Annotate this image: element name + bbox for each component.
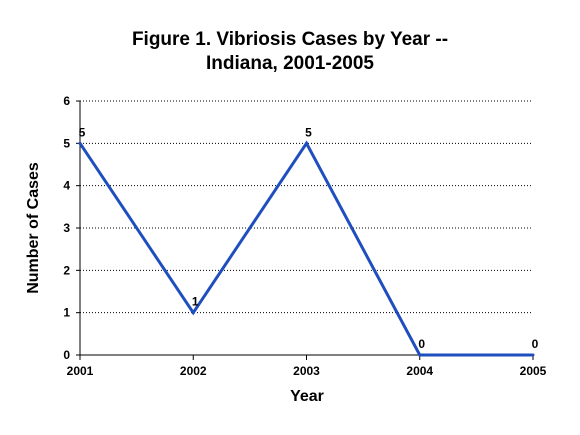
series-line bbox=[78, 140, 533, 357]
y-tick-label: 5 bbox=[63, 136, 70, 150]
x-tick-label: 2003 bbox=[293, 364, 320, 378]
data-labels: 5 1 5 0 0 bbox=[79, 125, 539, 351]
series-cases bbox=[78, 140, 535, 357]
data-point bbox=[418, 353, 422, 357]
data-label: 5 bbox=[79, 125, 86, 139]
data-point bbox=[78, 141, 82, 145]
data-label: 1 bbox=[192, 295, 199, 309]
x-tick-label: 2002 bbox=[180, 364, 207, 378]
y-axis-label: Number of Cases bbox=[25, 162, 42, 294]
x-tick-label: 2001 bbox=[67, 364, 94, 378]
x-tick-label: 2004 bbox=[406, 364, 433, 378]
y-tick-label: 2 bbox=[63, 263, 70, 277]
axes bbox=[76, 100, 534, 360]
y-tick-label: 4 bbox=[63, 179, 70, 193]
data-label: 0 bbox=[418, 337, 425, 351]
y-tick-label: 0 bbox=[63, 348, 70, 362]
data-point bbox=[191, 311, 195, 315]
data-point bbox=[305, 141, 308, 145]
y-tick-label: 6 bbox=[63, 94, 70, 108]
data-label: 5 bbox=[305, 125, 312, 139]
chart-title-line-1: Figure 1. Vibriosis Cases by Year -- bbox=[131, 29, 449, 50]
x-axis-label: Year bbox=[290, 388, 324, 405]
x-tick-label: 2005 bbox=[520, 364, 547, 378]
x-tick-labels: 2001 2002 2003 2004 2005 bbox=[67, 364, 547, 378]
chart-title: Figure 1. Vibriosis Cases by Year -- Ind… bbox=[0, 28, 580, 76]
gridlines bbox=[80, 100, 533, 314]
data-point bbox=[531, 353, 535, 357]
chart-title-line-2: Indiana, 2001-2005 bbox=[206, 53, 374, 74]
data-label: 0 bbox=[532, 337, 539, 351]
y-tick-labels: 0 1 2 3 4 5 6 bbox=[63, 94, 70, 362]
y-tick-label: 1 bbox=[63, 306, 70, 320]
y-tick-label: 3 bbox=[63, 221, 70, 235]
